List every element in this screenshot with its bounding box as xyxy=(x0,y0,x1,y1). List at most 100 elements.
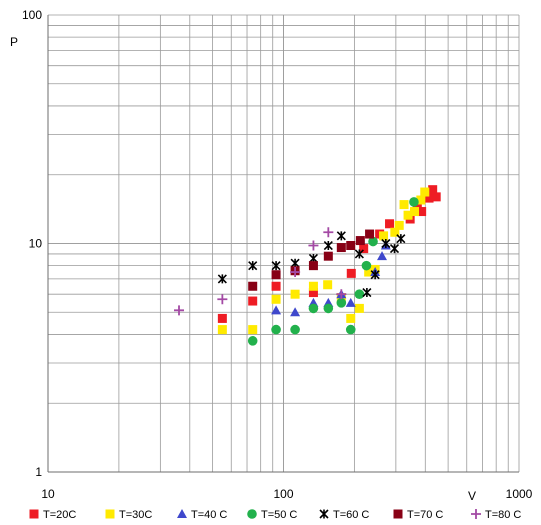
data-point xyxy=(271,261,281,271)
data-point xyxy=(336,231,346,241)
legend-label: T=60 C xyxy=(333,509,369,520)
data-point xyxy=(247,336,258,346)
axes xyxy=(47,15,519,473)
data-point xyxy=(323,280,333,290)
legend-marker xyxy=(471,509,481,519)
data-point xyxy=(417,207,427,217)
series-5 xyxy=(217,231,406,298)
y-tick-label: 10 xyxy=(29,237,43,251)
data-point xyxy=(248,296,258,306)
legend-label: T=50 C xyxy=(261,509,297,520)
legend-marker xyxy=(393,509,403,519)
legend-label: T=80 C xyxy=(485,509,521,520)
data-point xyxy=(403,210,413,220)
data-point xyxy=(323,240,333,251)
data-point xyxy=(323,303,334,314)
x-tick-label: 10 xyxy=(41,487,55,501)
data-point xyxy=(217,313,227,323)
data-point xyxy=(336,243,346,253)
data-point xyxy=(217,325,227,335)
data-point xyxy=(420,187,430,197)
data-point xyxy=(271,270,281,280)
data-point xyxy=(396,234,406,244)
data-point xyxy=(431,192,441,202)
data-point xyxy=(248,325,258,335)
y-tick-label: 1 xyxy=(35,465,42,479)
legend: T=20C T=30C T=40 C T=50 C T=60 C T=70 C T=80 C xyxy=(29,509,521,521)
data-point xyxy=(365,229,375,239)
data-point xyxy=(394,220,404,230)
legend-marker xyxy=(177,509,187,518)
legend-item: T=70 C xyxy=(393,509,443,521)
data-point xyxy=(346,313,356,323)
data-point xyxy=(308,303,319,314)
data-point xyxy=(248,281,258,291)
legend-marker xyxy=(247,509,257,519)
data-point xyxy=(409,197,419,207)
data-point xyxy=(389,244,400,254)
legend-label: T=70 C xyxy=(407,509,443,520)
legend-item: T=60 C xyxy=(319,509,369,521)
grid-lines xyxy=(47,14,520,473)
data-point xyxy=(424,193,434,203)
data-point xyxy=(428,185,438,195)
data-point xyxy=(217,294,228,305)
data-point xyxy=(362,287,372,298)
legend-marker xyxy=(105,509,115,519)
data-point xyxy=(390,227,400,237)
data-point xyxy=(377,251,388,261)
data-point xyxy=(355,236,365,246)
data-point xyxy=(336,298,347,308)
x-tick-label: 100 xyxy=(273,487,293,501)
data-point xyxy=(217,274,227,284)
x-axis-label: V xyxy=(468,489,476,503)
legend-item: T=50 C xyxy=(247,509,297,521)
data-point xyxy=(290,258,300,268)
x-tick-label: 1000 xyxy=(506,487,533,501)
legend-item: T=80 C xyxy=(471,509,521,521)
data-point xyxy=(368,236,378,247)
data-point xyxy=(174,305,185,316)
legend-label: T=20C xyxy=(43,509,76,520)
data-point xyxy=(308,261,318,271)
data-point xyxy=(370,270,380,280)
data-point xyxy=(271,281,281,291)
data-point xyxy=(308,288,318,298)
data-point xyxy=(354,303,364,313)
legend-label: T=30C xyxy=(119,509,152,520)
data-point xyxy=(381,238,391,249)
data-point xyxy=(271,324,281,335)
data-point xyxy=(354,289,365,299)
data-point xyxy=(399,200,409,210)
data-point xyxy=(308,281,318,291)
data-point xyxy=(290,289,300,299)
data-point xyxy=(336,289,347,300)
data-point xyxy=(271,305,282,315)
data-point xyxy=(345,297,356,307)
legend-marker xyxy=(29,509,39,519)
y-tick-label: 100 xyxy=(22,8,42,22)
data-point xyxy=(290,307,301,317)
data-point xyxy=(354,249,364,259)
series-7 xyxy=(174,227,347,316)
data-point xyxy=(323,227,334,238)
tick-labels: 10 100 1000 1 10 100 xyxy=(22,8,533,501)
series-4 xyxy=(247,197,419,346)
legend-label: T=40 C xyxy=(191,509,227,520)
data-point xyxy=(410,207,420,217)
legend-marker xyxy=(319,509,329,519)
data-point xyxy=(364,267,374,277)
data-point xyxy=(290,267,301,278)
data-point xyxy=(385,219,395,229)
data-point xyxy=(290,324,300,335)
data-point xyxy=(323,251,333,261)
legend-item: T=30C xyxy=(105,509,152,521)
data-point xyxy=(346,268,356,278)
data-point xyxy=(248,261,258,271)
series-2 xyxy=(217,187,430,335)
data-point xyxy=(416,195,426,205)
data-point xyxy=(361,260,372,271)
legend-item: T=40 C xyxy=(177,509,227,521)
data-point xyxy=(271,294,281,304)
legend-item: T=20C xyxy=(29,509,76,521)
